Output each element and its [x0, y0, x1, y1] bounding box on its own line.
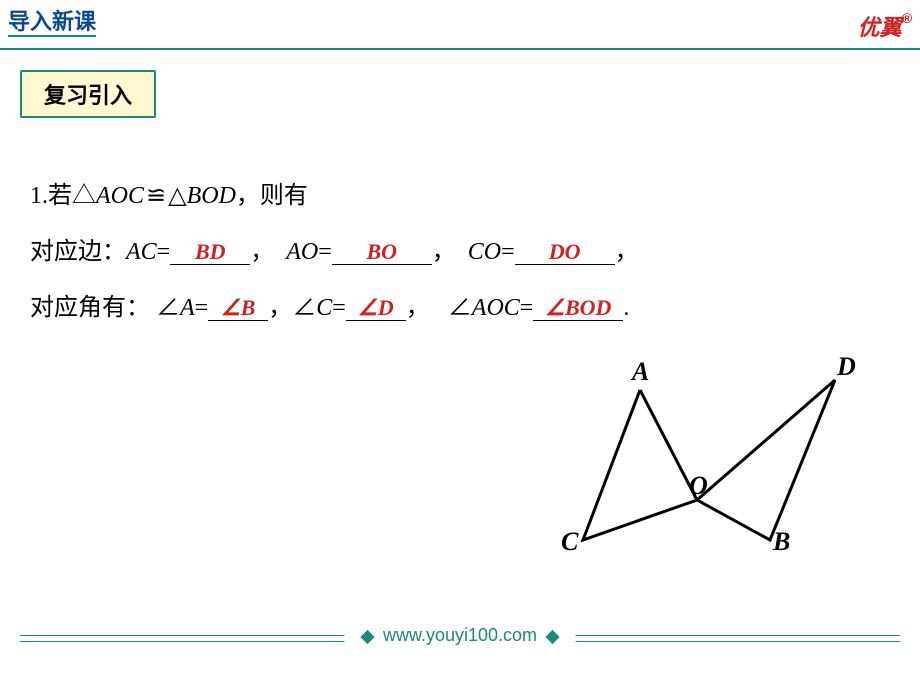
comma: ，: [432, 239, 456, 265]
label-c: C: [561, 527, 579, 556]
label-d: D: [836, 352, 856, 381]
comma: ，: [406, 295, 430, 321]
angles-label: 对应角有： ∠: [30, 295, 180, 321]
blank-angle-b: ∠B: [208, 293, 268, 321]
diamond-right-icon: [545, 630, 559, 644]
answer-angle-b: ∠B: [221, 295, 255, 320]
answer-bo: BO: [366, 239, 397, 264]
side-ac: AC: [126, 239, 157, 265]
angle-a: A: [180, 295, 195, 321]
eq: =: [157, 239, 171, 265]
eq: =: [195, 295, 209, 321]
side-co: CO: [468, 239, 501, 265]
eq: =: [501, 239, 515, 265]
slide-header: 导入新课 优翼®: [0, 0, 920, 50]
period: .: [623, 295, 629, 321]
eq: =: [318, 239, 332, 265]
congruent-symbol: ≌: [146, 168, 166, 224]
geometry-figure: A B C D O: [545, 350, 865, 580]
answer-angle-bod: ∠BOD: [545, 295, 611, 320]
side-ao: AO: [286, 239, 318, 265]
angle-pre: ∠: [292, 295, 316, 321]
footer-url-container: www.youyi100.com: [345, 625, 576, 646]
answer-angle-d: ∠D: [358, 295, 394, 320]
comma: ，: [268, 295, 292, 321]
logo-reg: ®: [902, 10, 912, 26]
angle-pre: ∠: [448, 295, 472, 321]
diamond-left-icon: [360, 630, 374, 644]
eq: =: [332, 295, 346, 321]
line1-prefix: 1.若△: [30, 183, 96, 209]
blank-angle-bod: ∠BOD: [533, 293, 623, 321]
angle-aoc: AOC: [472, 295, 520, 321]
comma: ，: [250, 239, 274, 265]
eq: =: [520, 295, 534, 321]
section-title: 导入新课: [8, 9, 96, 34]
blank-do: DO: [515, 237, 615, 265]
review-intro-box: 复习引入: [20, 70, 156, 118]
triangle-bod: BOD: [187, 183, 236, 209]
line1-suffix: ，则有: [236, 183, 308, 209]
answer-bd: BD: [195, 239, 226, 264]
blank-bo: BO: [332, 237, 432, 265]
figure-svg: A B C D O: [545, 350, 865, 580]
blank-angle-d: ∠D: [346, 293, 406, 321]
problem-content: 1.若△AOC≌△BOD，则有 对应边：AC=BD， AO=BO， CO=DO，…: [0, 118, 920, 336]
triangle-aoc-path: [583, 390, 697, 540]
triangle-aoc: AOC: [96, 183, 144, 209]
answer-do: DO: [549, 239, 581, 264]
sides-label: 对应边：: [30, 239, 126, 265]
problem-line-2: 对应边：AC=BD， AO=BO， CO=DO，: [30, 224, 890, 280]
label-o: O: [689, 471, 708, 500]
blank-bd: BD: [170, 237, 250, 265]
triangle-bod-path: [697, 380, 835, 540]
slide-footer: www.youyi100.com: [0, 625, 920, 655]
angle-c: C: [316, 295, 332, 321]
brand-logo: 优翼®: [858, 10, 912, 42]
problem-line-1: 1.若△AOC≌△BOD，则有: [30, 168, 890, 224]
footer-url: www.youyi100.com: [383, 625, 537, 645]
comma: ，: [615, 239, 639, 265]
label-b: B: [772, 527, 790, 556]
problem-line-3: 对应角有： ∠A=∠B，∠C=∠D， ∠AOC=∠BOD.: [30, 280, 890, 336]
label-a: A: [630, 357, 649, 386]
logo-text: 优翼: [858, 15, 902, 40]
